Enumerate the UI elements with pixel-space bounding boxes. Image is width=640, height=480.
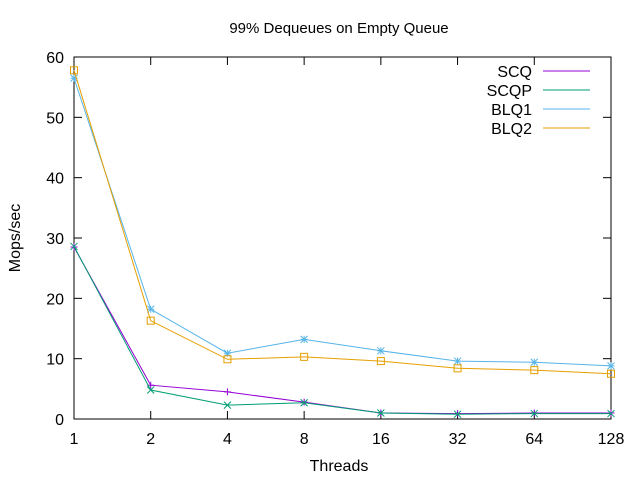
legend-item-blq1: BLQ1 — [491, 102, 590, 119]
legend-item-scq: SCQ — [497, 64, 590, 81]
legend: SCQ SCQP BLQ1 BLQ2 — [487, 64, 590, 138]
data-point-scqp — [223, 401, 232, 409]
legend-label: BLQ1 — [491, 102, 532, 119]
chart-title: 99% Dequeues on Empty Queue — [229, 20, 448, 37]
y-tick-label: 30 — [46, 231, 64, 248]
legend-label: SCQP — [487, 83, 532, 100]
data-point-scqp — [530, 409, 539, 418]
y-tick-label: 60 — [46, 50, 64, 67]
series-scqp — [70, 242, 615, 419]
legend-item-blq2: BLQ2 — [491, 121, 590, 138]
axis-ticks: 0 10 20 30 40 50 60 1 2 4 8 16 32 64 128 — [46, 50, 624, 448]
data-point-scqp — [607, 409, 615, 418]
data-point-blq2 — [146, 316, 155, 325]
data-point-blq1 — [607, 362, 615, 370]
x-tick-label: 32 — [449, 431, 467, 448]
y-tick-label: 50 — [46, 110, 64, 127]
data-point-scq — [223, 388, 231, 396]
data-point-scqp — [70, 242, 78, 251]
data-point-blq2 — [300, 352, 309, 361]
data-point-blq2 — [223, 355, 232, 364]
y-tick-label: 40 — [46, 171, 64, 188]
series-blq1 — [70, 74, 615, 370]
series-layer — [70, 66, 615, 419]
legend-label: SCQ — [497, 64, 532, 81]
series-line-blq2 — [73, 70, 612, 375]
x-tick-label: 4 — [223, 431, 232, 448]
data-point-scqp — [377, 409, 385, 417]
series-line-blq1 — [73, 77, 612, 367]
data-point-blq1 — [530, 358, 539, 367]
data-point-blq2 — [607, 369, 615, 378]
data-point-blq1 — [453, 357, 462, 365]
data-point-blq1 — [300, 335, 308, 344]
series-line-scqp — [73, 246, 611, 415]
y-tick-label: 10 — [46, 352, 64, 369]
y-axis-label: Mops/sec — [7, 204, 24, 272]
legend-label: BLQ2 — [491, 121, 532, 138]
x-tick-label: 1 — [70, 431, 79, 448]
legend-item-scqp: SCQP — [487, 83, 590, 100]
data-point-blq1 — [377, 346, 385, 355]
data-point-blq2 — [530, 366, 539, 375]
x-tick-label: 128 — [598, 431, 625, 448]
x-tick-label: 64 — [525, 431, 543, 448]
y-tick-label: 0 — [55, 412, 64, 429]
data-point-blq2 — [453, 364, 462, 373]
y-tick-label: 20 — [46, 291, 64, 308]
data-point-scqp — [453, 410, 462, 419]
data-point-blq2 — [376, 357, 385, 366]
x-axis-label: Threads — [310, 458, 369, 475]
x-tick-label: 2 — [146, 431, 155, 448]
data-point-scqp — [300, 398, 308, 407]
x-tick-label: 8 — [300, 431, 309, 448]
data-point-scqp — [146, 386, 155, 394]
series-blq2 — [70, 66, 615, 378]
x-tick-label: 16 — [372, 431, 390, 448]
data-point-blq2 — [70, 66, 78, 75]
series-line-scq — [73, 246, 611, 415]
